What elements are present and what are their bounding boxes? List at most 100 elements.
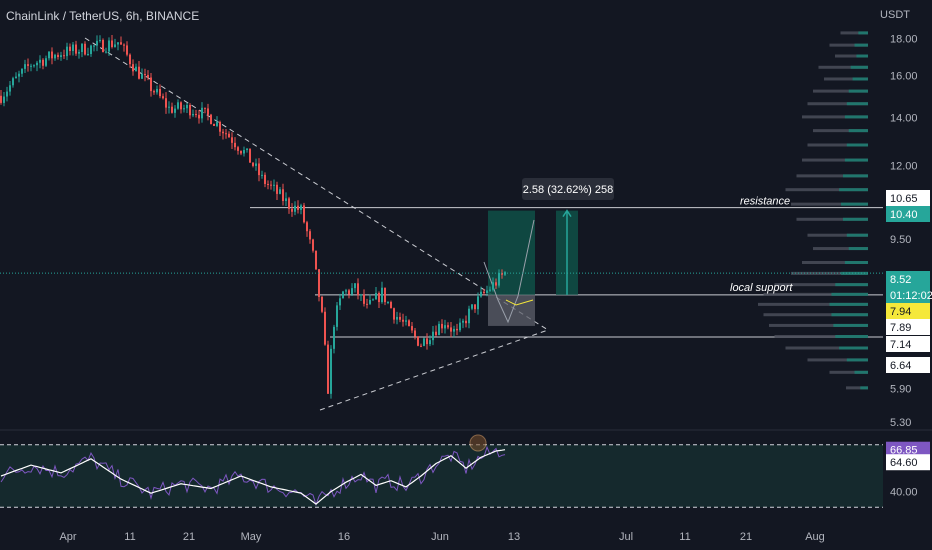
candle-body-33 xyxy=(99,39,101,41)
y-tick-label-3: 12.00 xyxy=(890,161,918,173)
candle-body-121 xyxy=(363,294,365,304)
candle-body-50 xyxy=(150,77,152,92)
rsi-ma-tag-bg xyxy=(886,454,930,471)
volume-bar-value-15 xyxy=(846,233,868,237)
candle-body-114 xyxy=(342,291,344,299)
candle-body-26 xyxy=(78,51,80,54)
volume-bar-7 xyxy=(802,115,868,119)
volume-bar-8 xyxy=(813,129,868,133)
candle-body-145 xyxy=(435,331,437,336)
volume-bar-14 xyxy=(796,217,868,221)
candle-body-164 xyxy=(492,282,494,290)
volume-bar-value-7 xyxy=(844,115,868,119)
candle-body-141 xyxy=(423,338,425,346)
candle-body-79 xyxy=(237,147,239,151)
x-tick-label-5: Jun xyxy=(431,531,449,543)
measure-arrowhead xyxy=(562,209,572,218)
price-tag-bg-7 xyxy=(886,357,930,373)
projection-path-yellow xyxy=(505,299,534,306)
candle-body-134 xyxy=(402,319,404,322)
candle-body-12 xyxy=(36,62,38,66)
candle-body-132 xyxy=(396,316,398,320)
volume-bar-3 xyxy=(818,65,868,69)
candle-body-72 xyxy=(216,121,218,126)
volume-bar-1 xyxy=(829,43,868,47)
candle-body-106 xyxy=(318,269,320,297)
candle-body-20 xyxy=(60,55,62,58)
candle-body-117 xyxy=(351,288,353,295)
price-tag-bg-2 xyxy=(886,271,930,287)
candle-body-128 xyxy=(384,287,386,303)
x-tick-label-8: 11 xyxy=(679,531,690,543)
candle-body-108 xyxy=(324,311,326,345)
candle-body-57 xyxy=(171,106,173,113)
lower-trendline xyxy=(319,329,549,411)
price-tag-bg-0 xyxy=(886,190,930,206)
volume-bar-value-1 xyxy=(854,43,868,47)
stop-zone xyxy=(488,294,535,326)
candle-body-45 xyxy=(135,66,137,72)
candle-body-69 xyxy=(207,108,209,115)
rsi-highlight-circle xyxy=(469,434,487,452)
volume-bar-value-20 xyxy=(831,292,868,296)
candle-body-15 xyxy=(45,58,47,66)
candle-body-157 xyxy=(471,304,473,309)
candle-body-126 xyxy=(378,292,380,303)
candle-body-89 xyxy=(267,183,269,185)
volume-bar-2 xyxy=(835,54,868,58)
rsi-value-tag: 66.85 xyxy=(890,445,918,457)
candle-body-165 xyxy=(495,282,497,286)
candle-body-10 xyxy=(30,65,32,67)
candle-body-118 xyxy=(354,283,356,289)
local-support-label: local support xyxy=(730,282,793,294)
candle-body-70 xyxy=(210,114,212,125)
resistance-label: resistance xyxy=(740,196,790,208)
volume-bar-26 xyxy=(807,358,868,362)
candle-body-150 xyxy=(450,327,452,332)
candle-body-156 xyxy=(468,308,470,324)
candle-body-100 xyxy=(300,205,302,210)
candle-body-53 xyxy=(159,88,161,97)
volume-bar-16 xyxy=(813,247,868,251)
candle-body-139 xyxy=(417,336,419,346)
candle-body-18 xyxy=(54,54,56,59)
price-tag-bg-4 xyxy=(886,303,930,319)
candle-body-136 xyxy=(408,320,410,327)
candle-body-110 xyxy=(330,348,332,394)
candle-body-44 xyxy=(132,64,134,72)
volume-bar-25 xyxy=(785,346,868,350)
candle-body-58 xyxy=(174,108,176,113)
target-zone xyxy=(488,210,535,295)
x-tick-label-3: May xyxy=(241,531,262,543)
candle-body-63 xyxy=(189,104,191,116)
candle-body-68 xyxy=(204,107,206,109)
candle-body-64 xyxy=(192,114,194,116)
candle-body-28 xyxy=(84,43,86,55)
candle-body-97 xyxy=(291,208,293,212)
candle-body-22 xyxy=(66,46,68,57)
candle-body-56 xyxy=(168,106,170,108)
candle-body-137 xyxy=(411,326,413,331)
candle-body-40 xyxy=(120,42,122,45)
volume-bar-22 xyxy=(763,313,868,317)
candle-body-39 xyxy=(117,42,119,45)
candle-body-42 xyxy=(126,45,128,55)
volume-bar-value-14 xyxy=(842,217,868,221)
y-tick-label-6: 5.30 xyxy=(890,417,911,429)
candle-body-85 xyxy=(255,163,257,166)
candle-body-81 xyxy=(243,150,245,154)
volume-bar-value-26 xyxy=(846,358,868,362)
measure-tooltip: 2.58 (32.62%) 258 xyxy=(523,184,614,196)
candle-body-149 xyxy=(447,325,449,328)
candle-body-61 xyxy=(183,108,185,110)
candle-body-152 xyxy=(456,328,458,331)
candle-body-54 xyxy=(162,96,164,99)
volume-bar-value-27 xyxy=(854,370,868,374)
candle-body-138 xyxy=(414,330,416,337)
candle-body-143 xyxy=(429,340,431,345)
volume-bar-19 xyxy=(774,283,868,287)
candle-body-23 xyxy=(69,46,71,51)
candle-body-1 xyxy=(3,96,5,103)
candle-body-148 xyxy=(444,325,446,329)
